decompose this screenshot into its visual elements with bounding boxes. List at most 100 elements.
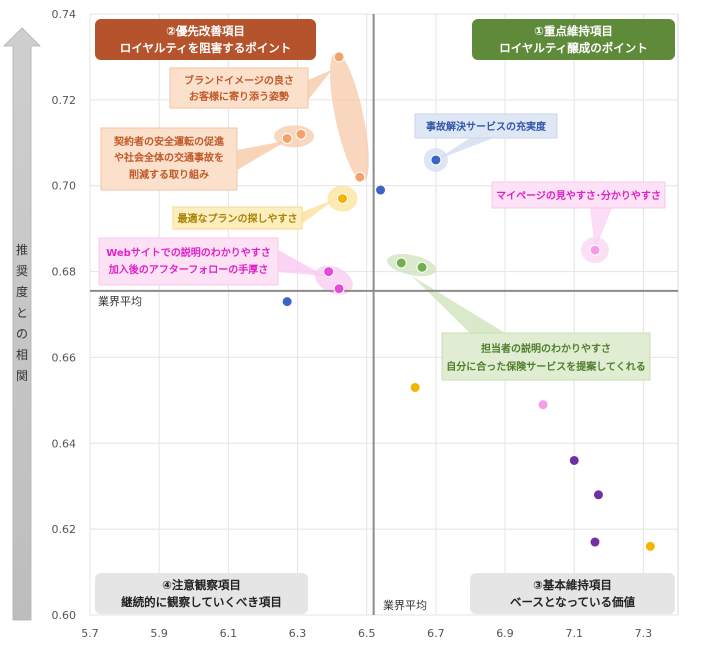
data-point [281,132,293,144]
y-tick-label: 0.62 [52,523,77,536]
connector-mypage [590,208,612,251]
y-axis-label-char: 関 [16,369,28,383]
quadrant-header-q1-line1: ①重点維持項目 [534,24,613,38]
data-points [281,51,656,552]
y-axis-label-char: 奨 [16,264,28,278]
annotation-plan-line1: 最適なプランの探しやすさ [178,212,298,225]
x-tick-label: 6.5 [358,627,376,640]
y-tick-label: 0.74 [52,8,77,21]
y-tick-label: 0.70 [52,180,77,193]
connector-plan [302,198,336,224]
annotation-accident-line1: 事故解決サービスの充実度 [426,120,547,133]
quadrant-header-q1-line2: ロイヤルティ醸成のポイント [499,41,647,55]
annotation-safety-line3: 削減する取り組み [129,168,209,181]
y-axis-label-char: 度 [16,284,28,299]
quadrant-header-q3-box [470,573,675,614]
annotation-plan: 最適なプランの探しやすさ [172,206,303,230]
x-tick-label: 5.7 [81,627,99,640]
connector-safety [237,140,288,170]
annotation-accident-box [414,113,558,139]
x-tick-label: 6.7 [427,627,445,640]
annotation-mypage: マイページの見やすさ･分かりやすさ [491,181,666,209]
quadrant-header-q4-line2: 継続的に観察していくべき項目 [121,595,282,609]
annotation-web: Webサイトでの説明のわかりやすさ 加入後のアフターフォローの手厚さ [98,237,279,286]
y-tick-label: 0.64 [52,437,77,450]
industry-average-lines [90,14,678,615]
data-point [589,244,601,256]
annotation-brand-line1: ブランドイメージの良さ [184,74,294,87]
data-point [336,193,348,205]
x-tick-label: 6.1 [220,627,238,640]
quadrant-header-q2-box [95,19,316,60]
avg-label-horizontal: 業界平均 [98,295,142,308]
annotation-staff-line2: 自分に合った保険サービスを提案してくれる [446,360,645,373]
annotation-safety-line2: や社会全体の交通事故を [114,151,224,164]
y-tick-label: 0.60 [52,609,77,622]
annotation-staff: 担当者の説明のわかりやすさ 自分に合った保険サービスを提案してくれる [441,332,651,381]
y-tick-label: 0.66 [52,351,77,364]
annotation-safety: 契約者の安全運転の促進 や社会全体の交通事故を 削減する取り組み [100,127,238,191]
data-point [281,296,293,308]
quadrant-header-q1: ①重点維持項目 ロイヤルティ醸成のポイント [472,19,675,60]
quadrant-header-q3-line2: ベースとなっている価値 [510,595,636,609]
quadrant-header-q4-line1: ④注意観察項目 [162,578,241,592]
annotation-brand: ブランドイメージの良さ お客様に寄り添う姿勢 [169,67,309,109]
quadrant-header-q3-line1: ③基本維持項目 [533,578,612,592]
connector-accident [435,138,494,160]
x-axis-ticks: 5.7 5.9 6.1 6.3 6.5 6.7 6.9 7.1 7.3 [81,627,652,640]
quadrant-header-q1-box [472,19,675,60]
y-axis-label-char: 推 [16,243,28,257]
highlight-brand [330,52,369,182]
annotation-staff-box [441,332,651,381]
annotation-mypage-line1: マイページの見やすさ･分かりやすさ [496,189,661,202]
data-point [323,266,335,278]
y-axis-arrow-icon [3,27,41,621]
annotation-brand-box [169,67,309,109]
quadrant-header-q4: ④注意観察項目 継続的に観察していくべき項目 [95,573,308,614]
y-tick-label: 0.68 [52,266,77,279]
plot-area [89,13,679,616]
annotation-safety-box [100,127,238,191]
annotation-staff-line1: 担当者の説明のわかりやすさ [481,342,611,355]
data-point [430,154,442,166]
data-point [644,540,656,552]
annotation-brand-line2: お客様に寄り添う姿勢 [189,90,289,103]
annotation-safety-line1: 契約者の安全運転の促進 [114,135,225,148]
y-axis-label-char: 相 [16,348,28,362]
quadrant-header-q3: ③基本維持項目 ベースとなっている価値 [470,573,675,614]
annotation-connectors [237,69,612,333]
x-tick-label: 7.3 [635,627,653,640]
y-tick-label: 0.72 [52,94,77,107]
annotation-web-line2: 加入後のアフターフォローの手厚さ [108,263,268,276]
data-point [333,51,345,63]
quadrant-header-q2-line2: ロイヤルティを阻害するポイント [120,41,291,55]
y-axis-ticks: 0.60 0.62 0.64 0.66 0.68 0.70 0.72 0.74 [52,8,77,622]
data-point [592,489,604,501]
data-point [409,381,421,393]
plot-background [89,13,679,616]
data-point [395,257,407,269]
x-tick-label: 6.9 [496,627,514,640]
annotation-plan-box [172,206,303,230]
avg-label-vertical: 業界平均 [383,599,427,612]
y-axis-label-char: の [16,327,28,341]
data-point [416,261,428,273]
quadrant-header-q4-box [95,573,308,614]
data-point [537,399,549,411]
data-point [333,283,345,295]
annotation-mypage-box [491,181,666,209]
data-point [295,128,307,140]
connector-web [278,250,326,276]
y-axis-label-char: と [16,306,28,320]
connector-brand [308,69,333,100]
data-point [589,536,601,548]
quadrant-header-q2: ②優先改善項目 ロイヤルティを阻害するポイント [95,19,316,60]
annotation-web-box [98,237,279,286]
annotation-web-line1: Webサイトでの説明のわかりやすさ [106,246,271,259]
x-tick-label: 6.3 [289,627,307,640]
data-point [568,454,580,466]
x-tick-label: 5.9 [150,627,168,640]
annotation-accident: 事故解決サービスの充実度 [414,113,558,139]
